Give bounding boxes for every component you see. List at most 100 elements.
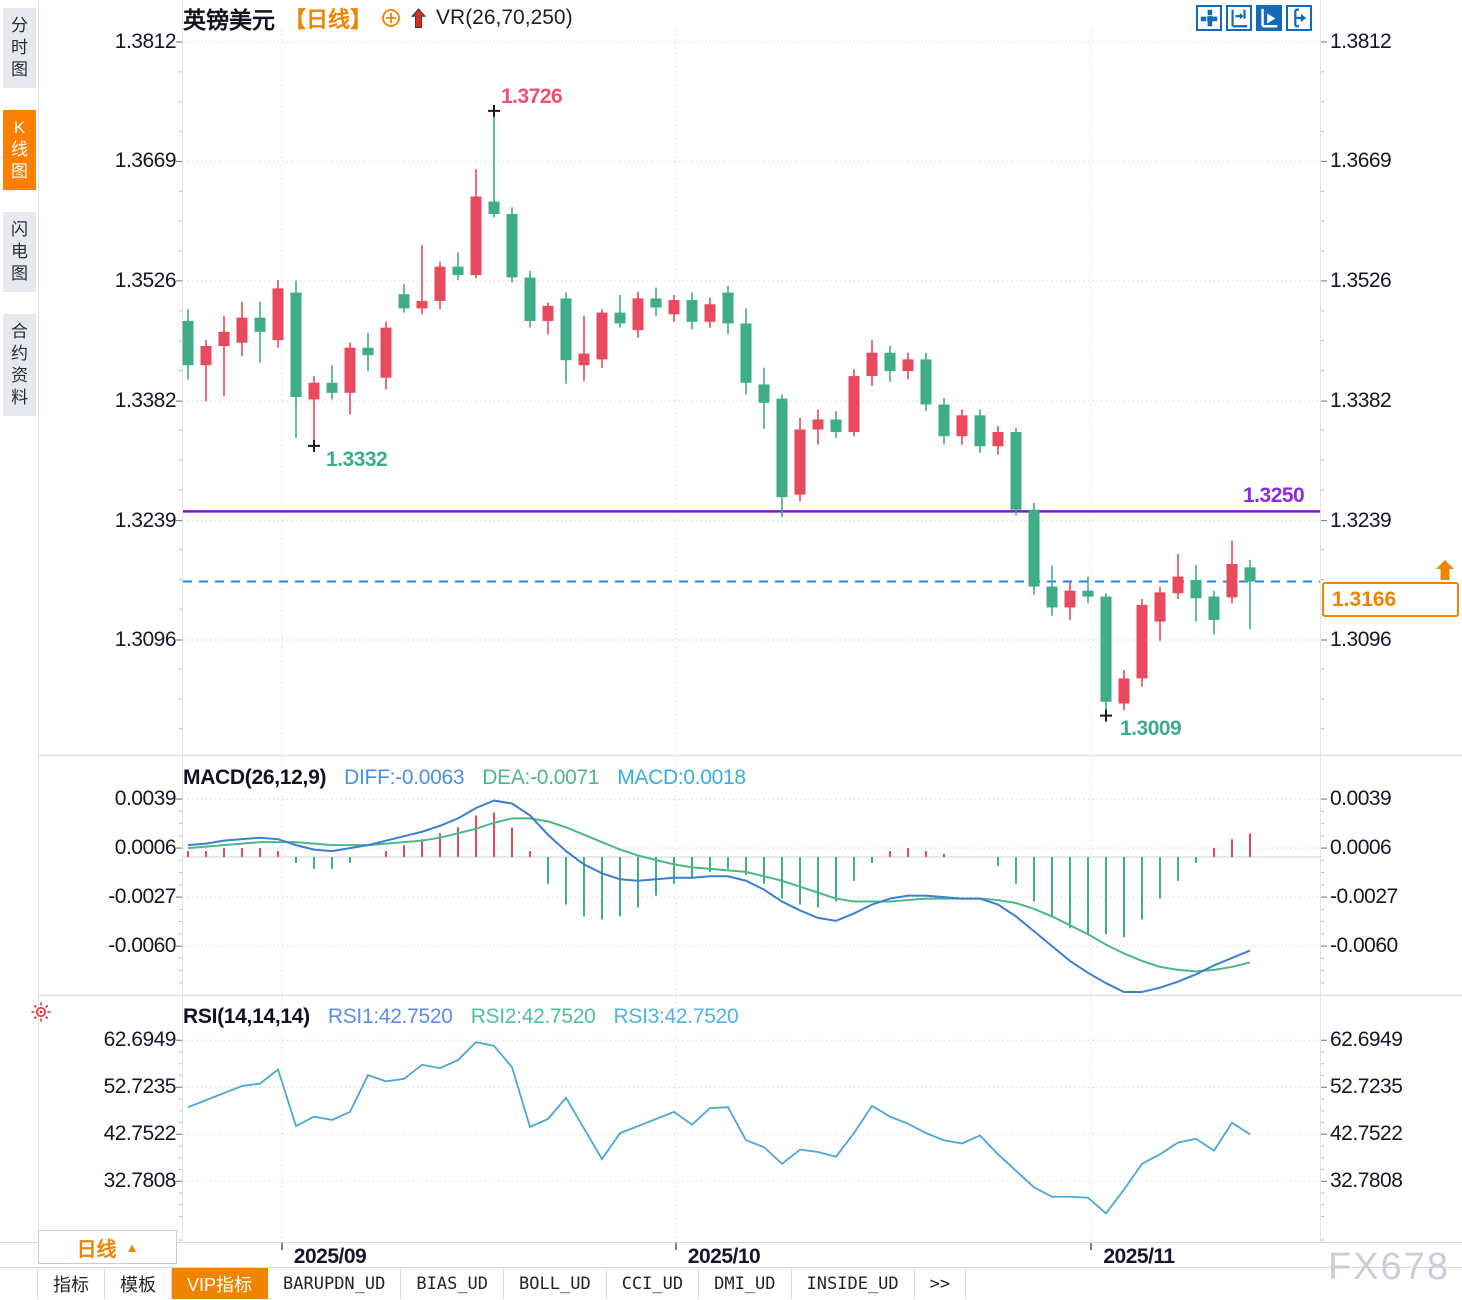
candle-body [848,376,860,433]
candle-body [614,312,626,324]
last-price-badge: 1.3166 [1322,582,1459,617]
candle-body [1244,567,1256,582]
sidebar-tab-3[interactable]: 闪 电 图 [3,212,36,292]
candle-body [668,300,680,315]
candle-body [1154,592,1166,622]
macd-diff-value: DIFF:-0.0063 [344,766,465,789]
indicator-tab--[interactable]: >> [914,1268,967,1299]
macd-dea-value: DEA:-0.0071 [482,766,600,789]
rsi-y-label-left: 32.7808 [103,1169,177,1193]
macd-y-label-left: 0.0039 [114,787,177,811]
main-y-label-right: 1.3526 [1330,268,1392,292]
candle-body [290,292,302,397]
macd-y-label-right: -0.0060 [1330,934,1398,958]
sidebar-tab-2[interactable]: K 线 图 [3,110,36,190]
candle-body [524,277,536,321]
shift-right-icon[interactable] [1286,5,1312,31]
indicator-tab-barupdn-ud[interactable]: BARUPDN_UD [268,1268,402,1299]
indicator-tab-模板[interactable]: 模板 [105,1268,172,1299]
candle-body [794,429,806,495]
candle-body [1226,563,1238,598]
indicator-tab-inside-ud[interactable]: INSIDE_UD [791,1268,915,1299]
candle-body [380,327,392,378]
candle-body [740,323,752,383]
candle-body [506,214,518,278]
macd-y-label-right: 0.0039 [1330,787,1392,811]
indicator-tab-vip指标[interactable]: VIP指标 [172,1268,269,1299]
candle-body [650,298,662,308]
candle-body [1136,604,1148,679]
macd-y-label-right: 0.0006 [1330,836,1392,860]
main-y-label-left: 1.3239 [114,508,177,532]
rsi3-value: RSI3:42.7520 [613,1005,739,1028]
main-y-label-right: 1.3239 [1330,508,1392,532]
rsi-y-label-right: 62.6949 [1330,1028,1403,1052]
macd-macd-value: MACD:0.0018 [617,766,746,789]
candle-body [236,317,248,343]
rsi-settings-icon[interactable] [30,1001,52,1028]
x-axis-date-label: 2025/11 [1103,1245,1175,1268]
macd-y-label-left: -0.0060 [108,934,176,958]
sidebar-tab-4[interactable]: 合 约 资 料 [3,314,36,416]
main-y-label-right: 1.3096 [1330,628,1392,651]
swing-low-label-nov: 1.3009 [1120,717,1182,740]
candle-body [200,346,212,366]
candle-body [1046,586,1058,608]
candle-body [686,300,698,322]
sidebar-tab-1[interactable]: 分 时 图 [3,8,36,88]
candle-body [1010,432,1022,510]
macd-header: MACD(26,12,9) DIFF:-0.0063 DEA:-0.0071 M… [183,766,746,790]
main-y-label-right: 1.3669 [1330,149,1392,173]
candle-body [1208,596,1220,620]
candle-body [1100,596,1112,702]
candle-body [578,353,590,366]
candle-body [992,432,1004,447]
price-up-arrow-icon [1433,558,1457,587]
rsi-title: RSI(14,14,14) [183,1005,310,1028]
candle-body [722,292,734,324]
rsi-y-label-right: 52.7235 [1330,1075,1403,1099]
overlay-indicator-label: VR(26,70,250) [436,6,573,29]
candle-body [182,320,194,366]
candle-body [218,331,230,347]
swing-marker [308,439,320,452]
pan-cross-icon[interactable] [1196,5,1222,31]
rsi-y-label-right: 42.7522 [1330,1122,1403,1146]
candle-body [830,419,842,433]
candle-body [488,201,500,215]
rsi-line [187,1041,1251,1215]
candle-body [416,300,428,309]
candle-body [434,266,446,301]
indicator-tab-dmi-ud[interactable]: DMI_UD [699,1268,792,1299]
candle-body [902,359,914,372]
rsi-header: RSI(14,14,14) RSI1:42.7520 RSI2:42.7520 … [183,1005,739,1029]
candle-body [326,382,338,393]
main-y-label-left: 1.3382 [114,389,177,413]
main-y-label-right: 1.3382 [1330,389,1392,413]
macd-y-label-left: 0.0006 [114,836,177,860]
indicator-tab-boll-ud[interactable]: BOLL_UD [504,1268,607,1299]
candle-body [452,266,464,276]
axis-scale-icon[interactable] [1226,5,1252,31]
candle-body [812,419,824,430]
macd-y-label-right: -0.0027 [1330,885,1398,909]
swing-high-label: 1.3726 [501,85,563,108]
indicator-tab-cci-ud[interactable]: CCI_UD [606,1268,700,1299]
main-y-label-left: 1.3096 [114,628,177,651]
axis-play-icon[interactable] [1256,5,1282,31]
rsi2-value: RSI2:42.7520 [470,1005,596,1028]
add-indicator-icon[interactable] [381,8,401,28]
indicator-tab-bar: 指标 模板 VIP指标 BARUPDN_UD BIAS_UD BOLL_UD CCI_UD D… [37,1268,967,1299]
up-signal-arrow-icon [410,7,427,29]
rsi1-value: RSI1:42.7520 [327,1005,453,1028]
period-selector[interactable]: 日线 ▲ [38,1230,177,1264]
rsi-y-label-left: 62.6949 [103,1028,177,1052]
indicator-tab-指标[interactable]: 指标 [37,1268,105,1299]
indicator-tab-bias-ud[interactable]: BIAS_UD [401,1268,505,1299]
support-line-label: 1.3250 [1243,484,1305,507]
candle-body [956,415,968,437]
rsi-y-label-left: 42.7522 [103,1122,177,1146]
macd-diff-line [187,799,1251,993]
